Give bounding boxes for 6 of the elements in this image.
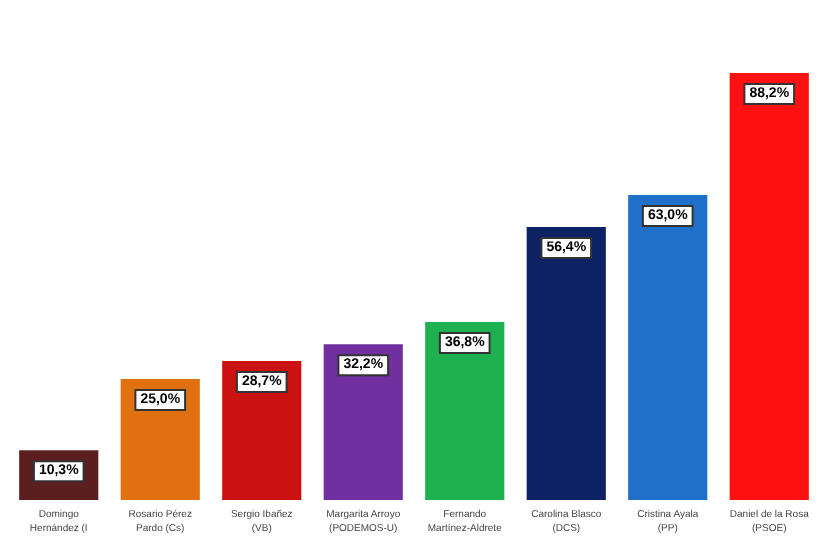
bar xyxy=(323,344,403,500)
bar xyxy=(628,195,708,500)
bar xyxy=(729,73,809,500)
bar xyxy=(222,361,302,500)
bar xyxy=(526,227,606,500)
bar xyxy=(425,321,505,500)
